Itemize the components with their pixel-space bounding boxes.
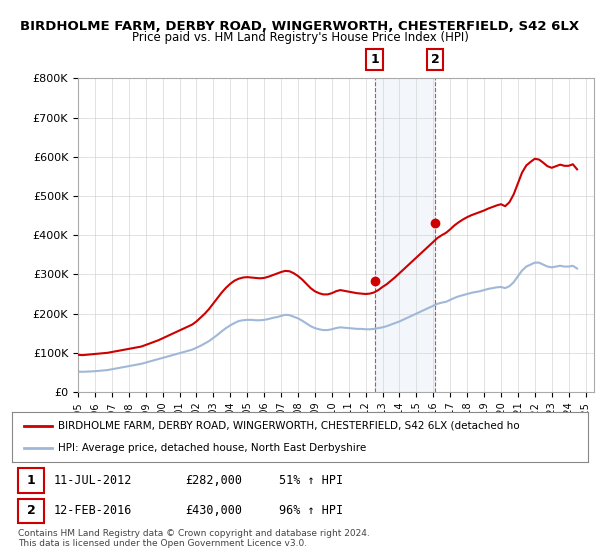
Text: This data is licensed under the Open Government Licence v3.0.: This data is licensed under the Open Gov… [18,539,307,548]
Text: Contains HM Land Registry data © Crown copyright and database right 2024.: Contains HM Land Registry data © Crown c… [18,529,370,538]
Text: 11-JUL-2012: 11-JUL-2012 [53,474,132,487]
Text: Price paid vs. HM Land Registry's House Price Index (HPI): Price paid vs. HM Land Registry's House … [131,31,469,44]
Text: £430,000: £430,000 [185,505,242,517]
Bar [374,78,436,392]
Text: 1: 1 [370,53,379,66]
Text: £282,000: £282,000 [185,474,242,487]
Text: BIRDHOLME FARM, DERBY ROAD, WINGERWORTH, CHESTERFIELD, S42 6LX: BIRDHOLME FARM, DERBY ROAD, WINGERWORTH,… [20,20,580,32]
Text: 96% ↑ HPI: 96% ↑ HPI [280,505,344,517]
Text: 51% ↑ HPI: 51% ↑ HPI [280,474,344,487]
FancyBboxPatch shape [18,468,44,493]
Text: 12-FEB-2016: 12-FEB-2016 [53,505,132,517]
FancyBboxPatch shape [18,499,44,523]
Text: HPI: Average price, detached house, North East Derbyshire: HPI: Average price, detached house, Nort… [58,443,367,453]
Text: 2: 2 [26,505,35,517]
Text: BIRDHOLME FARM, DERBY ROAD, WINGERWORTH, CHESTERFIELD, S42 6LX (detached ho: BIRDHOLME FARM, DERBY ROAD, WINGERWORTH,… [58,421,520,431]
Text: 2: 2 [431,53,440,66]
Text: 1: 1 [26,474,35,487]
